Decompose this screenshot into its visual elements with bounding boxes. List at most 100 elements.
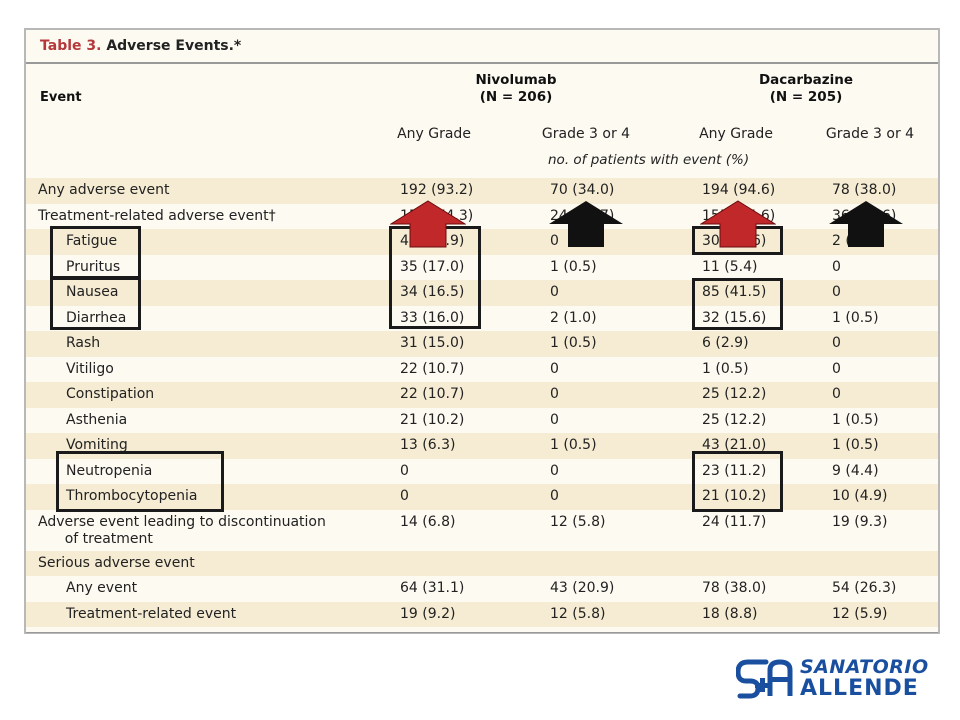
table-cell: 35 (17.0) — [400, 258, 465, 275]
table-cell: 12 (5.9) — [832, 605, 888, 622]
table-cell: 85 (41.5) — [702, 284, 767, 300]
group-dacarbazine: Dacarbazine (N = 205) — [736, 72, 876, 106]
row-label: Vitiligo — [66, 360, 114, 377]
highlight-box-fatigue-pruritus — [50, 226, 141, 279]
table-cell: 0 — [832, 360, 841, 377]
table-row: Pruritus 35 (17.0) 1 (0.5) 11 (5.4) 0 — [26, 255, 938, 281]
table-cell: 0 — [832, 386, 841, 402]
table-title-text: Adverse Events.* — [101, 38, 242, 54]
table-row: Adverse event leading to discontinuation… — [26, 510, 938, 551]
table-cell: 22 (10.7) — [400, 386, 465, 402]
table-cell: 0 — [550, 488, 559, 504]
top-rule — [26, 62, 938, 64]
table-cell: 1 (0.5) — [550, 258, 597, 275]
table-cell: 24 (11.7) — [702, 513, 767, 530]
table-cell: 0 — [400, 462, 409, 479]
row-label: Asthenia — [66, 411, 128, 428]
table-cell: 0 — [832, 335, 841, 351]
table-cell: 31 (15.0) — [400, 335, 465, 351]
group-n: (N = 206) — [479, 89, 553, 105]
highlight-box-dac-hematologic — [692, 451, 783, 512]
table-cell: 192 (93.2) — [400, 182, 474, 198]
table-cell: 0 — [832, 258, 841, 275]
table-row: Constipation 22 (10.7) 0 25 (12.2) 0 — [26, 382, 938, 408]
table-cell: 0 — [550, 284, 559, 300]
group-name: Dacarbazine — [758, 72, 854, 88]
subheader-grade34-nivo: Grade 3 or 4 — [541, 126, 631, 142]
table-row: Nausea 34 (16.5) 0 85 (41.5) 0 — [26, 280, 938, 306]
table-number: Table 3. — [40, 38, 102, 54]
table-cell: 25 (12.2) — [702, 386, 767, 402]
table-cell: 0 — [832, 284, 841, 300]
table-row: Vitiligo 22 (10.7) 0 1 (0.5) 0 — [26, 357, 938, 383]
table-cell: 32 (15.6) — [702, 309, 767, 326]
table-row: Asthenia 21 (10.2) 0 25 (12.2) 1 (0.5) — [26, 408, 938, 434]
bottom-rule — [26, 632, 938, 633]
table-cell: 21 (10.2) — [702, 488, 767, 504]
row-label: Nausea — [66, 284, 119, 300]
group-nivolumab: Nivolumab (N = 206) — [446, 72, 586, 106]
table-row: Any event 64 (31.1) 43 (20.9) 78 (38.0) 54 (… — [26, 576, 938, 602]
table-cell: 9 (4.4) — [832, 462, 879, 479]
table-cell: 33 (16.0) — [400, 309, 465, 326]
table-row: Neutropenia 0 0 23 (11.2) 9 (4.4) — [26, 459, 938, 485]
row-label: Constipation — [66, 386, 155, 402]
table-cell: 34 (16.5) — [400, 284, 465, 300]
table-row: Rash 31 (15.0) 1 (0.5) 6 (2.9) 0 — [26, 331, 938, 357]
row-label: Any event — [66, 580, 138, 596]
table-cell: 78 (38.0) — [702, 580, 767, 596]
table-cell: 2 (1.0) — [550, 309, 597, 326]
row-label: Pruritus — [66, 258, 121, 275]
table-cell: 0 — [550, 360, 559, 377]
row-label: Fatigue — [66, 233, 118, 249]
red-up-arrow-icon — [700, 200, 776, 248]
red-up-arrow-icon — [390, 200, 466, 248]
units-note: no. of patients with event (%) — [548, 152, 750, 168]
table-row: Thrombocytopenia 0 0 21 (10.2) 10 (4.9) — [26, 484, 938, 510]
table-cell: 11 (5.4) — [702, 258, 758, 275]
table-cell: 64 (31.1) — [400, 580, 465, 596]
table-cell: 14 (6.8) — [400, 513, 456, 530]
table-cell: 0 — [550, 233, 559, 249]
table-cell: 1 (0.5) — [832, 411, 879, 428]
table-cell: 194 (94.6) — [702, 182, 776, 198]
row-label: Vomiting — [66, 437, 128, 453]
highlight-box-nausea-diarrhea — [50, 277, 141, 330]
table-cell: 0 — [400, 488, 409, 504]
table-cell: 6 (2.9) — [702, 335, 749, 351]
table-cell: 78 (38.0) — [832, 182, 897, 198]
table-cell: 22 (10.7) — [400, 360, 465, 377]
table-cell: 13 (6.3) — [400, 437, 456, 453]
table-title: Table 3. Adverse Events.* — [40, 38, 241, 54]
table-cell: 12 (5.8) — [550, 513, 606, 530]
row-label: Neutropenia — [66, 462, 153, 479]
table-row: Fatigue49 (23.9)030 (14.6)2 (1.0) — [26, 229, 938, 255]
table-cell: 18 (8.8) — [702, 605, 758, 622]
logo-line1: SANATORIO — [800, 656, 929, 678]
table-cell: 19 (9.2) — [400, 605, 456, 622]
table-cell: 0 — [550, 386, 559, 402]
table-row: Vomiting 13 (6.3) 1 (0.5) 43 (21.0) 1 (0.5) — [26, 433, 938, 459]
row-label: Thrombocytopenia — [66, 488, 198, 504]
table-cell: 1 (0.5) — [550, 335, 597, 351]
table-cell: 23 (11.2) — [702, 462, 767, 479]
adverse-events-table: Table 3. Adverse Events.* Event Nivoluma… — [24, 28, 940, 634]
highlight-box-hematologic — [56, 451, 224, 512]
subheader-grade34-dac: Grade 3 or 4 — [825, 126, 915, 142]
table-cell: 12 (5.8) — [550, 605, 606, 622]
table-cell: 70 (34.0) — [550, 182, 615, 198]
row-label: Treatment-related adverse event† — [38, 207, 276, 224]
logo-line2: ALLENDE — [800, 676, 919, 701]
table-cell: 19 (9.3) — [832, 513, 888, 530]
event-header: Event — [40, 90, 82, 105]
row-label: Rash — [66, 335, 101, 351]
table-cell: 21 (10.2) — [400, 411, 465, 428]
table-cell: 25 (12.2) — [702, 411, 767, 428]
subheader-any-grade-dac: Any Grade — [699, 126, 773, 142]
table-cell: 1 (0.5) — [550, 437, 597, 453]
table-row: Diarrhea 33 (16.0) 2 (1.0) 32 (15.6) 1 (0.5) — [26, 306, 938, 332]
table-row: Any adverse event 192 (93.2) 70 (34.0) 194 … — [26, 178, 938, 204]
table-cell: 43 (20.9) — [550, 580, 615, 596]
logo-mark-icon — [735, 659, 793, 699]
table-row: Serious adverse event — [26, 550, 938, 576]
